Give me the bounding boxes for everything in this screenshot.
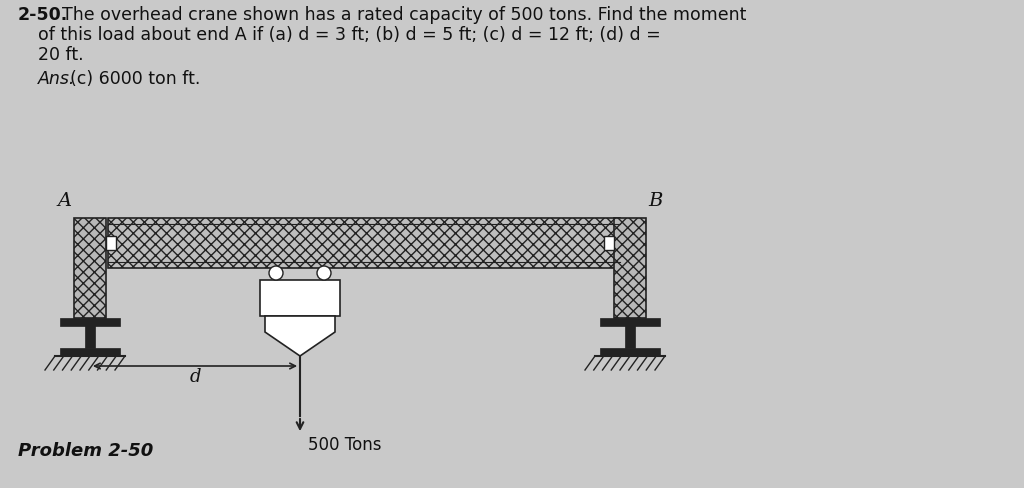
Text: 20 ft.: 20 ft. — [38, 46, 84, 64]
Bar — [106, 236, 116, 250]
Bar — [60, 318, 120, 326]
Bar — [604, 236, 614, 250]
Circle shape — [317, 266, 331, 280]
Text: The overhead crane shown has a rated capacity of 500 tons. Find the moment: The overhead crane shown has a rated cap… — [62, 6, 746, 24]
Bar — [614, 218, 646, 318]
Bar — [600, 348, 660, 356]
Text: Ans.: Ans. — [38, 70, 76, 88]
Circle shape — [269, 266, 283, 280]
Bar — [74, 218, 106, 318]
Polygon shape — [265, 316, 335, 356]
Bar — [85, 318, 95, 348]
Text: A: A — [58, 192, 72, 210]
Bar — [625, 318, 635, 348]
Bar — [600, 318, 660, 326]
Bar — [108, 218, 620, 268]
Text: of this load about end A if (a) d = 3 ft; (b) d = 5 ft; (c) d = 12 ft; (d) d =: of this load about end A if (a) d = 3 ft… — [38, 26, 660, 44]
Text: d: d — [189, 368, 201, 386]
Text: B: B — [648, 192, 663, 210]
Bar — [260, 280, 340, 316]
Text: (c) 6000 ton ft.: (c) 6000 ton ft. — [70, 70, 201, 88]
Bar — [60, 348, 120, 356]
Text: 2-50.: 2-50. — [18, 6, 69, 24]
Text: 500 Tons: 500 Tons — [308, 436, 382, 454]
Text: Problem 2-50: Problem 2-50 — [18, 442, 154, 460]
